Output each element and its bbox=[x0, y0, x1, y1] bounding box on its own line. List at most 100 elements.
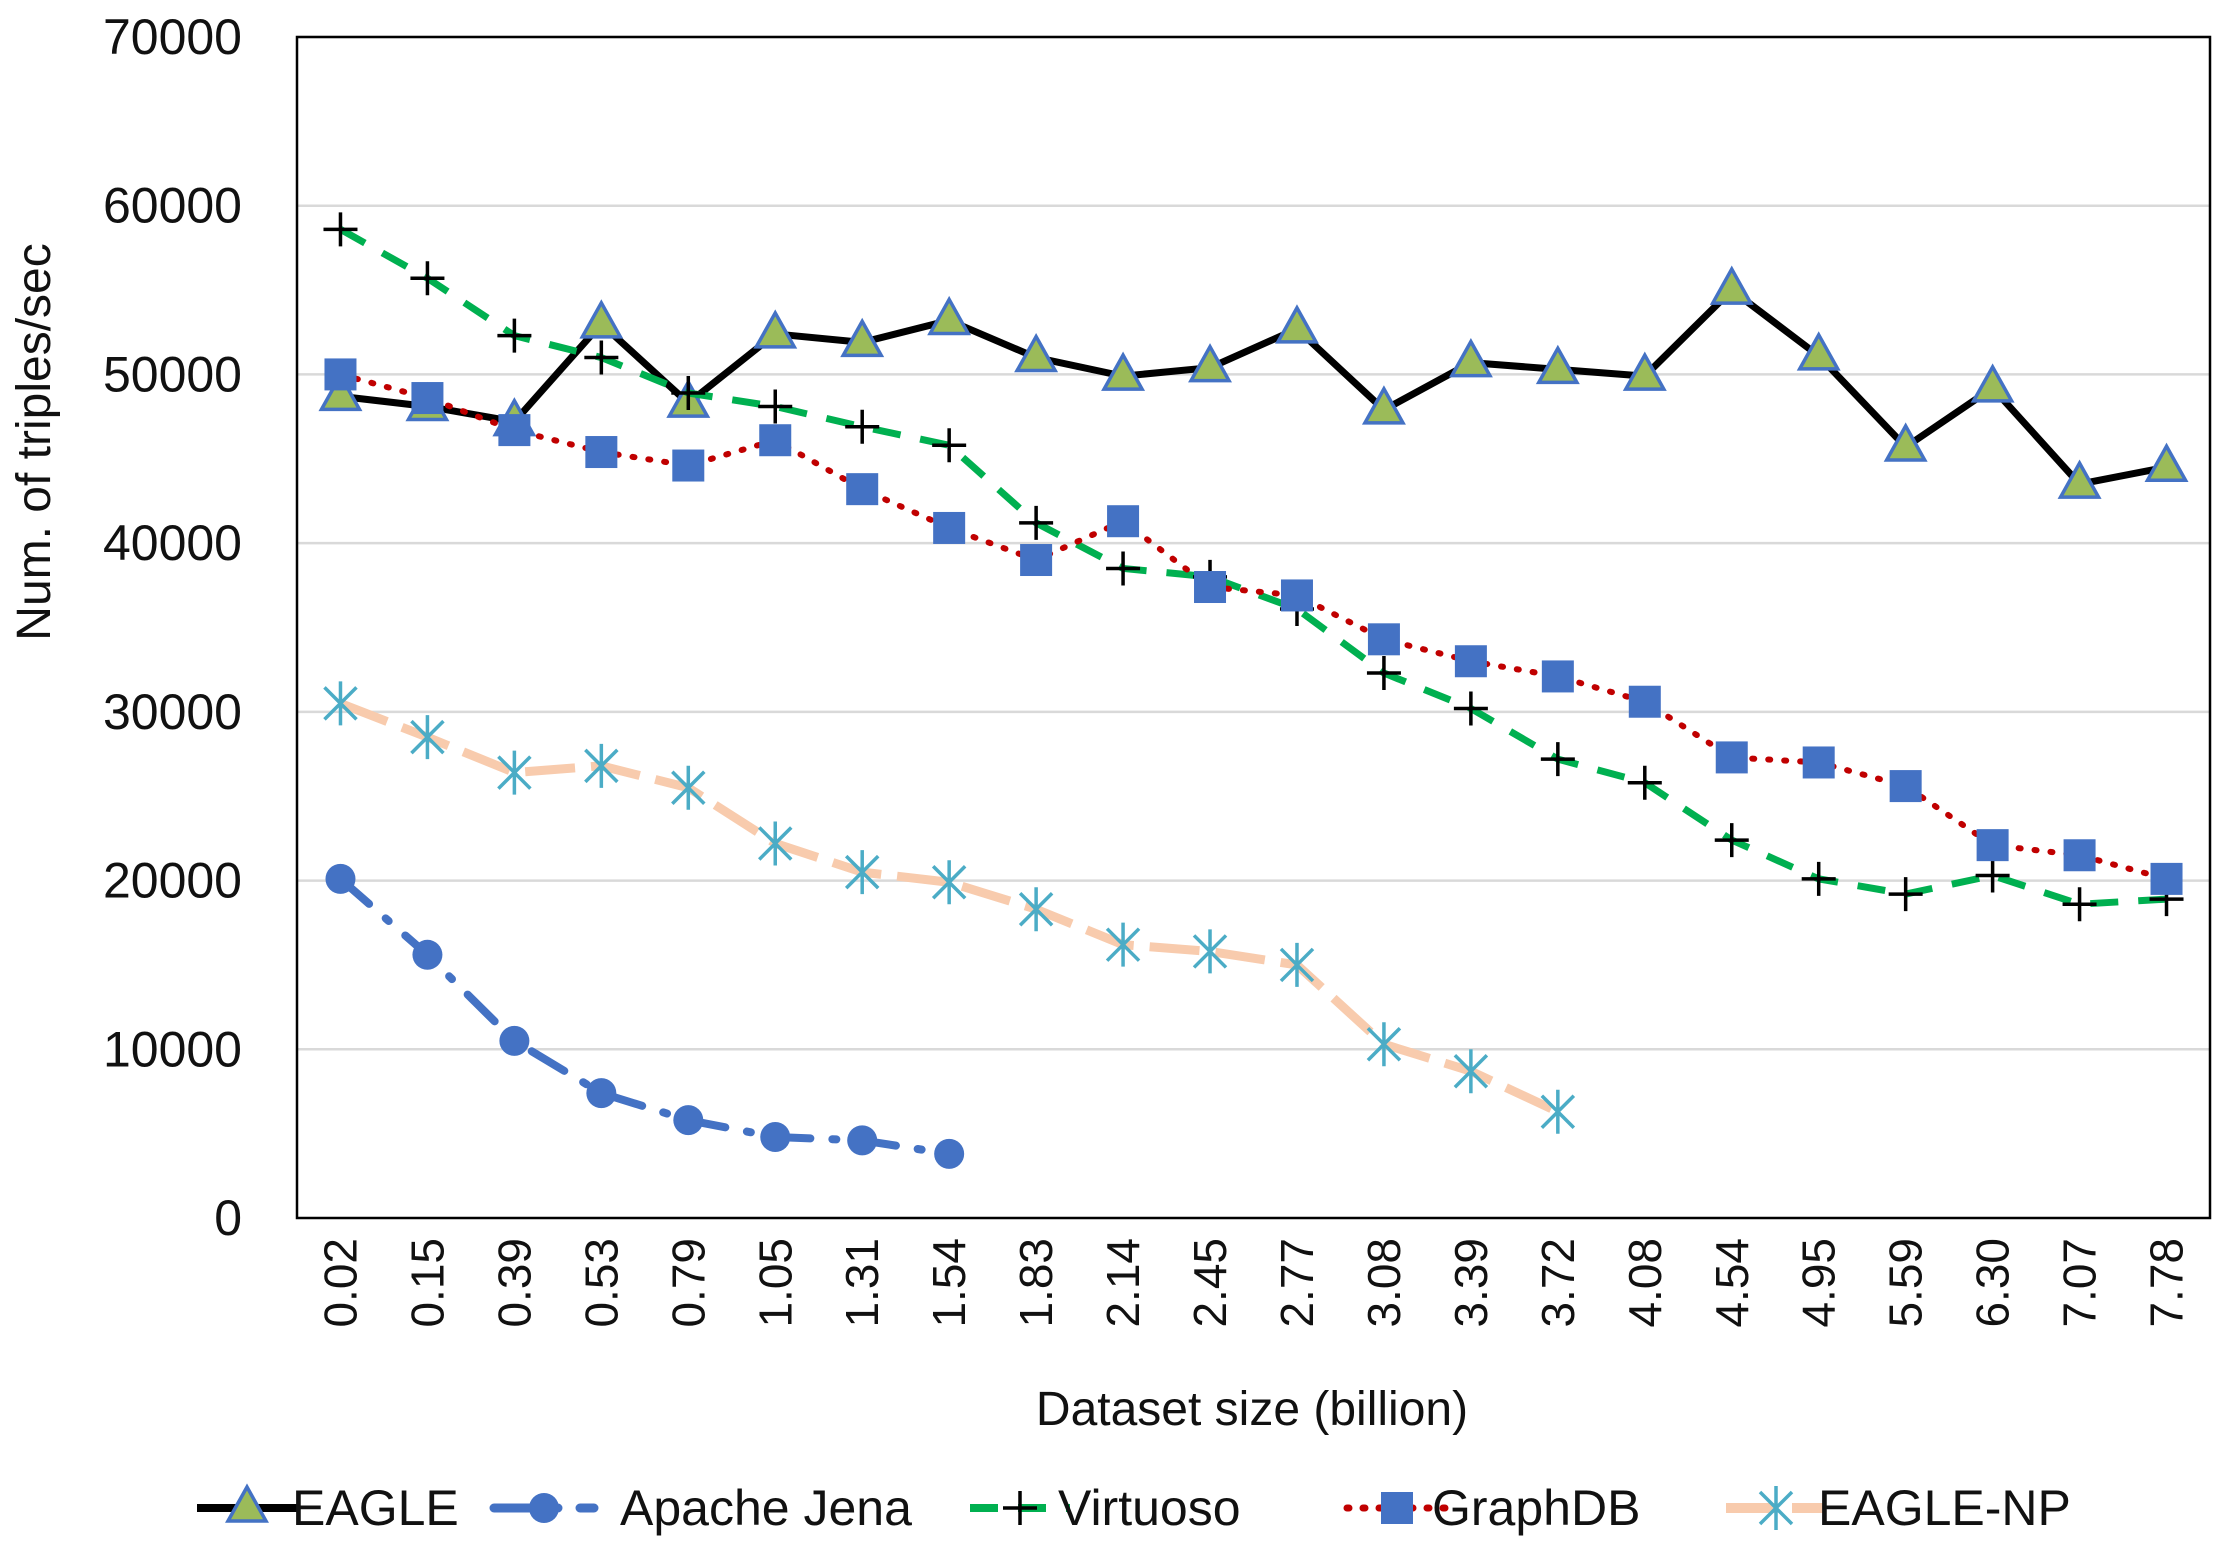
y-tick-label: 20000 bbox=[103, 853, 242, 909]
x-tick-label: 3.39 bbox=[1445, 1238, 1497, 1328]
data-point-eagle-np bbox=[844, 850, 880, 895]
data-point-apache-jena bbox=[673, 1105, 704, 1136]
data-point-eagle-np bbox=[323, 681, 358, 726]
x-tick-label: 4.54 bbox=[1706, 1238, 1758, 1328]
data-point-graphdb bbox=[324, 358, 357, 391]
y-axis-title: Num. of triples/sec bbox=[8, 243, 61, 640]
data-point-virtuoso bbox=[1453, 691, 1488, 726]
data-point-eagle bbox=[1361, 385, 1406, 425]
y-tick-label: 40000 bbox=[103, 515, 242, 571]
data-point-graphdb bbox=[498, 414, 531, 447]
y-axis-ticks: 0 10000 20000 30000 40000 50000 60000 70000 bbox=[103, 9, 242, 1246]
legend-marker-virtuoso bbox=[1003, 1491, 1037, 1525]
data-point-eagle bbox=[1883, 422, 1928, 462]
x-tick-label: 5.59 bbox=[1880, 1238, 1932, 1328]
data-point-eagle bbox=[1274, 304, 1319, 344]
data-point-graphdb bbox=[1454, 645, 1487, 678]
x-tick-label: 6.30 bbox=[1967, 1238, 2019, 1328]
data-point-eagle-np bbox=[671, 765, 706, 810]
series-line-eagle bbox=[340, 286, 2168, 488]
data-point-graphdb bbox=[1020, 544, 1053, 577]
data-point-graphdb bbox=[2150, 862, 2183, 895]
legend-marker-graphdb bbox=[1381, 1492, 1413, 1524]
data-point-graphdb bbox=[585, 436, 618, 469]
data-point-graphdb bbox=[759, 424, 792, 457]
data-point-graphdb bbox=[672, 449, 705, 482]
data-point-eagle-np bbox=[758, 821, 793, 866]
data-point-eagle bbox=[1535, 344, 1580, 385]
data-point-apache-jena bbox=[847, 1125, 878, 1156]
data-point-apache-jena bbox=[325, 863, 356, 894]
data-point-eagle-np bbox=[1453, 1049, 1489, 1094]
data-point-eagle bbox=[1188, 343, 1233, 383]
x-tick-label: 0.39 bbox=[488, 1238, 540, 1328]
series-line-eagle-np bbox=[338, 699, 1560, 1116]
data-point-eagle-np bbox=[1540, 1089, 1576, 1134]
legend-item-eagle: EAGLE bbox=[197, 1480, 459, 1536]
data-point-virtuoso bbox=[497, 318, 532, 353]
data-point-eagle bbox=[1970, 363, 2015, 403]
plot-frame bbox=[295, 35, 2212, 1220]
data-point-graphdb bbox=[1715, 741, 1748, 774]
series-eagle-np bbox=[323, 681, 1576, 1134]
x-tick-label: 3.08 bbox=[1358, 1238, 1410, 1328]
x-tick-label: 0.79 bbox=[662, 1238, 714, 1328]
data-point-eagle bbox=[2144, 442, 2189, 482]
y-tick-label: 30000 bbox=[103, 684, 242, 740]
data-point-apache-jena bbox=[760, 1122, 791, 1153]
data-point-eagle-np bbox=[1279, 942, 1315, 987]
x-tick-label: 7.07 bbox=[2054, 1238, 2106, 1328]
data-point-eagle-np bbox=[931, 860, 967, 905]
x-tick-label: 1.05 bbox=[749, 1238, 801, 1328]
data-point-virtuoso bbox=[1627, 765, 1662, 800]
data-point-virtuoso bbox=[671, 375, 706, 410]
data-point-graphdb bbox=[1628, 685, 1661, 718]
legend-marker-eagle-np bbox=[1758, 1486, 1794, 1530]
data-point-virtuoso bbox=[1366, 656, 1401, 691]
data-point-apache-jena bbox=[412, 939, 443, 970]
series-line-virtuoso bbox=[338, 226, 2167, 908]
data-point-eagle bbox=[753, 309, 798, 349]
legend-label-eagle: EAGLE bbox=[292, 1480, 459, 1536]
data-point-graphdb bbox=[933, 511, 966, 544]
legend-label-eagle-np: EAGLE-NP bbox=[1818, 1480, 2071, 1536]
x-tick-label: 1.54 bbox=[923, 1238, 975, 1328]
plot-border bbox=[295, 35, 2212, 1220]
legend-item-graphdb: GraphDB bbox=[1343, 1480, 1640, 1536]
data-point-virtuoso bbox=[323, 212, 358, 247]
x-tick-label: 7.78 bbox=[2141, 1238, 2193, 1328]
x-axis-title: Dataset size (billion) bbox=[1036, 1383, 1468, 1436]
y-tick-label: 60000 bbox=[103, 178, 242, 234]
data-point-eagle bbox=[1448, 338, 1493, 378]
data-point-virtuoso bbox=[1540, 742, 1575, 777]
data-point-eagle bbox=[2057, 459, 2102, 499]
legend-marker-apache-jena bbox=[529, 1493, 559, 1523]
series-apache-jena bbox=[325, 863, 965, 1169]
data-point-eagle-np bbox=[1366, 1022, 1402, 1067]
data-point-eagle bbox=[840, 317, 885, 358]
data-point-graphdb bbox=[1889, 770, 1922, 803]
data-point-eagle bbox=[318, 371, 363, 412]
data-point-virtuoso bbox=[584, 340, 619, 375]
legend-marker-eagle bbox=[225, 1483, 269, 1523]
y-tick-label: 70000 bbox=[103, 9, 242, 65]
series-layer bbox=[318, 212, 2189, 1169]
data-point-virtuoso bbox=[758, 389, 793, 424]
legend-item-virtuoso: Virtuoso bbox=[970, 1480, 1241, 1536]
data-point-eagle bbox=[1014, 332, 1059, 373]
data-point-virtuoso bbox=[1975, 858, 2010, 893]
data-point-eagle-np bbox=[1018, 887, 1054, 932]
data-point-graphdb bbox=[2063, 839, 2096, 872]
data-point-graphdb bbox=[1194, 571, 1227, 604]
x-tick-label: 3.72 bbox=[1532, 1238, 1584, 1328]
legend-item-apache-jena: Apache Jena bbox=[489, 1480, 912, 1536]
x-tick-label: 2.14 bbox=[1097, 1238, 1149, 1328]
data-point-eagle bbox=[579, 299, 624, 339]
legend-label-graphdb: GraphDB bbox=[1432, 1480, 1640, 1536]
data-point-eagle-np bbox=[497, 750, 532, 795]
data-point-graphdb bbox=[846, 473, 879, 506]
data-point-eagle-np bbox=[1192, 929, 1228, 974]
x-tick-label: 0.53 bbox=[575, 1238, 627, 1328]
data-point-eagle-np bbox=[584, 743, 619, 788]
